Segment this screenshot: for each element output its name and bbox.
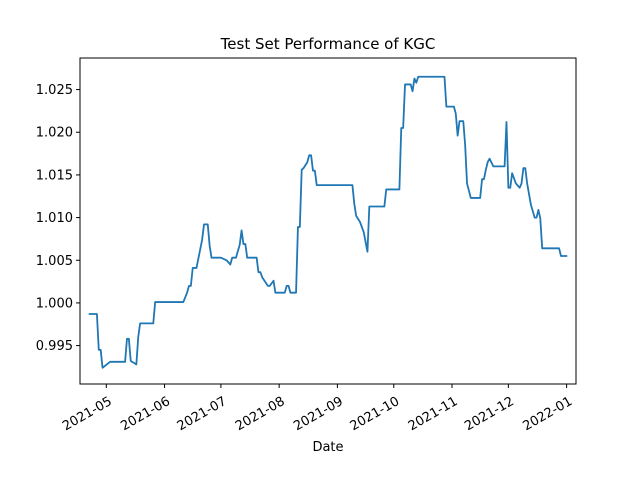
y-tick-label: 1.005 xyxy=(36,254,73,269)
y-tick-label: 1.025 xyxy=(36,83,73,98)
x-axis-label: Date xyxy=(312,440,343,455)
series-line xyxy=(88,75,568,369)
plot-area xyxy=(80,58,576,384)
y-tick-label: 1.020 xyxy=(36,126,73,141)
y-tick-label: 1.015 xyxy=(36,168,73,183)
y-tick-label: 1.000 xyxy=(36,296,73,311)
y-tick-label: 1.010 xyxy=(36,211,73,226)
y-axis: 0.995 1.000 1.005 1.010 1.015 1.020 1.025 xyxy=(36,83,80,354)
y-tick-label: 0.995 xyxy=(36,339,73,354)
plot-frame xyxy=(79,57,577,385)
chart-title: Test Set Performance of KGC xyxy=(220,35,436,53)
